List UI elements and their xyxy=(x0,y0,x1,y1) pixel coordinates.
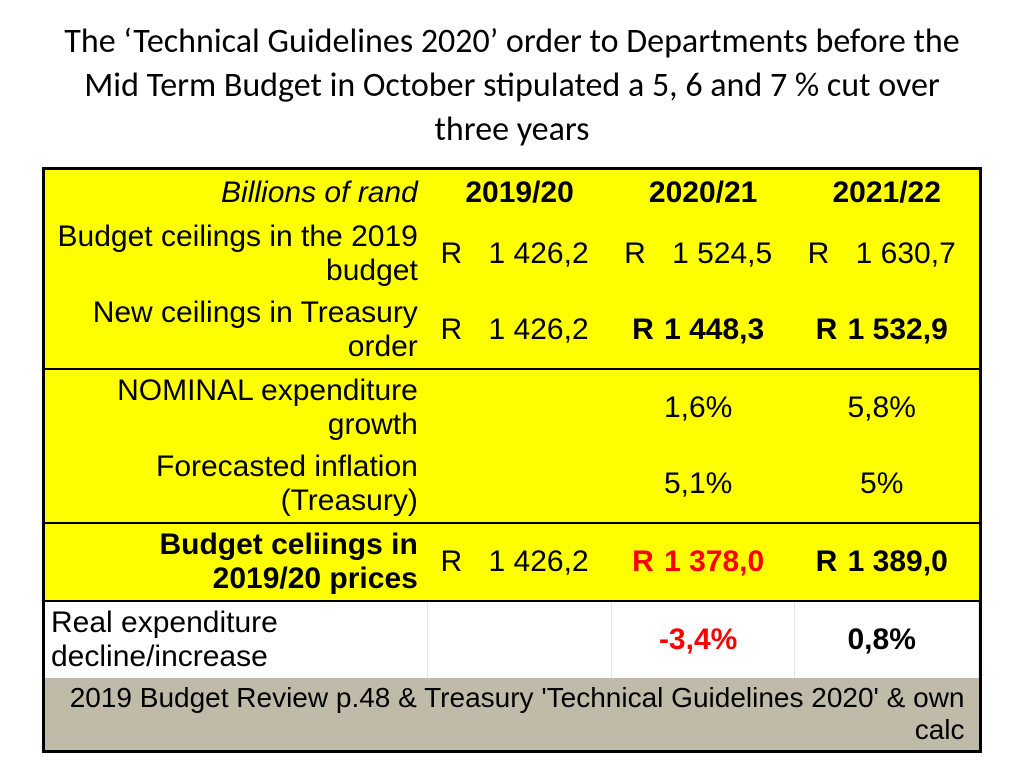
row-label: Real expenditure decline/increase xyxy=(45,601,428,678)
row-label: Forecasted inflation (Treasury) xyxy=(45,446,428,523)
row-label: NOMINAL expenditure growth xyxy=(45,369,428,446)
table-row: Forecasted inflation (Treasury) 5,1%5% xyxy=(45,446,979,523)
row-label: Budget celiings in 2019/20 prices xyxy=(45,523,428,601)
cell-value xyxy=(428,446,612,523)
budget-table: Billions of rand 2019/20 2020/21 2021/22… xyxy=(45,170,979,750)
cell-value: R1 532,9 xyxy=(795,292,979,369)
table-row: Budget celiings in 2019/20 pricesR1 426,… xyxy=(45,523,979,601)
footer-source: 2019 Budget Review p.48 & Treasury 'Tech… xyxy=(45,678,979,750)
table-row: NOMINAL expenditure growth 1,6%5,8% xyxy=(45,369,979,446)
year-col-1: 2020/21 xyxy=(611,170,795,216)
cell-value: 1,6% xyxy=(611,369,795,446)
cell-value: -3,4% xyxy=(611,601,795,678)
unit-label: Billions of rand xyxy=(45,170,428,216)
cell-value: R1 426,2 xyxy=(428,523,612,601)
cell-value: R1 426,2 xyxy=(428,216,612,292)
cell-value xyxy=(428,601,612,678)
header-row: Billions of rand 2019/20 2020/21 2021/22 xyxy=(45,170,979,216)
page-title: The ‘Technical Guidelines 2020’ order to… xyxy=(44,20,980,153)
year-col-2: 2021/22 xyxy=(795,170,979,216)
table-row: New ceilings in Treasury orderR1 426,2R1… xyxy=(45,292,979,369)
cell-value: R1 448,3 xyxy=(611,292,795,369)
table-row: Real expenditure decline/increase -3,4%0,… xyxy=(45,601,979,678)
footer-row: 2019 Budget Review p.48 & Treasury 'Tech… xyxy=(45,678,979,750)
cell-value: R1 426,2 xyxy=(428,292,612,369)
cell-value: R1 378,0 xyxy=(611,523,795,601)
cell-value: 5,1% xyxy=(611,446,795,523)
cell-value xyxy=(428,369,612,446)
table-row: Budget ceilings in the 2019 budgetR1 426… xyxy=(45,216,979,292)
year-col-0: 2019/20 xyxy=(428,170,612,216)
cell-value: 5,8% xyxy=(795,369,979,446)
cell-value: R1 524,5 xyxy=(611,216,795,292)
cell-value: R1 630,7 xyxy=(795,216,979,292)
cell-value: 5% xyxy=(795,446,979,523)
row-label: New ceilings in Treasury order xyxy=(45,292,428,369)
row-label: Budget ceilings in the 2019 budget xyxy=(45,216,428,292)
cell-value: 0,8% xyxy=(795,601,979,678)
budget-table-container: Billions of rand 2019/20 2020/21 2021/22… xyxy=(42,167,982,753)
cell-value: R1 389,0 xyxy=(795,523,979,601)
